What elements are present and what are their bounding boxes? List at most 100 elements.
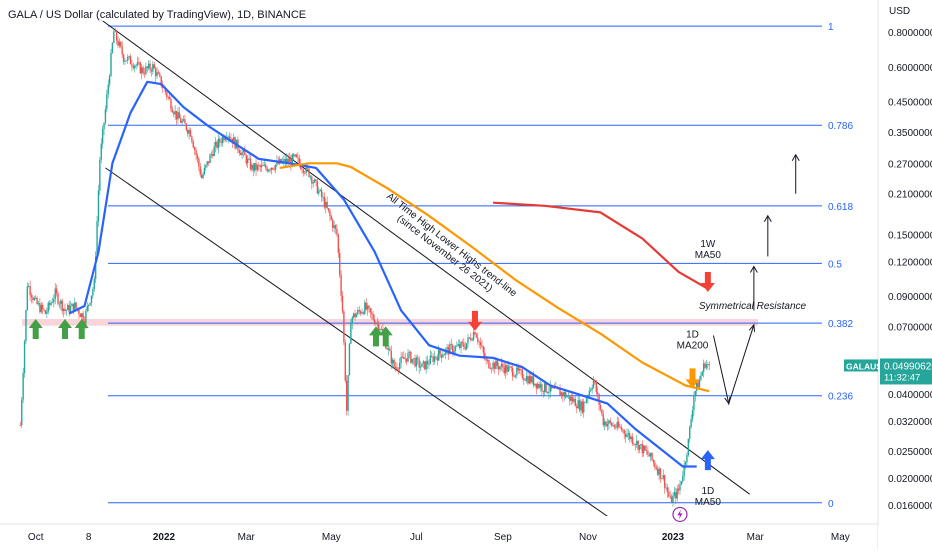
candle-body bbox=[44, 310, 47, 315]
candle-body bbox=[672, 495, 674, 503]
annotation-text: 1D bbox=[686, 329, 699, 340]
candle-body bbox=[122, 54, 125, 62]
candle-body bbox=[658, 468, 660, 475]
candle-body bbox=[599, 405, 602, 410]
y-tick-label: 0.15000000 bbox=[888, 230, 932, 241]
candle-body bbox=[103, 122, 105, 130]
candle-body bbox=[477, 337, 479, 342]
candle-body bbox=[532, 376, 535, 386]
projection-arrowhead bbox=[724, 396, 731, 405]
candle-body bbox=[53, 298, 55, 303]
candle-body bbox=[48, 302, 51, 305]
candle-body bbox=[400, 356, 402, 363]
candle-body bbox=[28, 286, 30, 287]
candle-body bbox=[538, 383, 540, 388]
candle-body bbox=[115, 30, 118, 41]
candle-body bbox=[309, 176, 312, 178]
candle-body bbox=[609, 420, 611, 423]
y-tick-label: 0.21000000 bbox=[888, 190, 932, 201]
candle-body bbox=[504, 365, 507, 374]
candle-body bbox=[380, 328, 383, 330]
candle-body bbox=[419, 366, 422, 368]
candle-body bbox=[72, 303, 75, 312]
candle-body bbox=[259, 165, 261, 168]
candle-body bbox=[507, 366, 510, 372]
candle-body bbox=[386, 348, 388, 350]
candle-body bbox=[470, 337, 472, 341]
candle-body bbox=[574, 398, 577, 407]
y-tick-label: 0.27000000 bbox=[888, 159, 932, 170]
candle-body bbox=[135, 65, 137, 67]
candle-body bbox=[630, 436, 632, 440]
candle-body bbox=[244, 150, 246, 156]
candle-body bbox=[591, 387, 593, 390]
candle-body bbox=[585, 398, 588, 403]
annotation-text: 1D bbox=[701, 486, 714, 497]
candle-body bbox=[617, 421, 620, 427]
candle-body bbox=[333, 225, 335, 228]
candle-body bbox=[110, 52, 112, 76]
candle-body bbox=[389, 348, 391, 351]
candle-body bbox=[401, 356, 404, 358]
candle-body bbox=[323, 196, 326, 208]
candle-body bbox=[514, 375, 517, 377]
candle-body bbox=[181, 120, 183, 123]
candle-body bbox=[166, 92, 168, 97]
candle-body bbox=[598, 394, 600, 406]
candle-body bbox=[493, 362, 496, 369]
y-tick-label: 0.02000000 bbox=[888, 474, 932, 485]
candle-body bbox=[81, 313, 83, 317]
candle-body bbox=[418, 359, 420, 368]
candle-body bbox=[523, 378, 525, 380]
candle-body bbox=[180, 118, 182, 123]
candle-body bbox=[65, 310, 68, 311]
candle-body bbox=[659, 468, 662, 479]
arrow-up-green bbox=[57, 319, 72, 340]
candle-body bbox=[156, 72, 158, 77]
candle-body bbox=[149, 63, 151, 70]
candle-body bbox=[491, 368, 493, 370]
candle-body bbox=[68, 304, 70, 313]
candle-body bbox=[29, 286, 31, 295]
candle-body bbox=[255, 163, 257, 170]
fib-level-label: 1 bbox=[828, 22, 834, 33]
candle-body bbox=[675, 492, 677, 499]
candle-body bbox=[266, 168, 268, 172]
candle-body bbox=[474, 331, 476, 335]
candle-body bbox=[223, 136, 225, 141]
candle-body bbox=[682, 476, 684, 482]
candle-body bbox=[517, 367, 519, 371]
candle-body bbox=[207, 161, 210, 164]
candle-body bbox=[227, 136, 229, 138]
candle-body bbox=[408, 351, 411, 353]
candle-body bbox=[107, 84, 109, 95]
candle-body bbox=[562, 392, 564, 397]
candle-body bbox=[195, 150, 197, 156]
candle-body bbox=[369, 308, 372, 313]
candle-body bbox=[464, 347, 466, 350]
candle-body bbox=[700, 375, 702, 380]
candle-body bbox=[150, 69, 153, 72]
candle-body bbox=[37, 303, 40, 305]
candle-body bbox=[330, 216, 333, 220]
candle-body bbox=[348, 343, 351, 376]
candle-body bbox=[651, 452, 653, 461]
candle-body bbox=[371, 312, 373, 315]
candle-body bbox=[500, 363, 503, 367]
candle-body bbox=[263, 164, 266, 166]
candle-body bbox=[216, 141, 218, 148]
candle-body bbox=[697, 382, 699, 388]
candle-body bbox=[696, 382, 698, 391]
target-arrowhead bbox=[763, 214, 772, 223]
plot-area[interactable] bbox=[19, 17, 822, 521]
candle-body bbox=[69, 306, 72, 313]
candle-body bbox=[199, 166, 201, 175]
candle-body bbox=[118, 41, 121, 46]
candle-body bbox=[528, 376, 531, 384]
candle-body bbox=[683, 464, 685, 477]
candle-body bbox=[82, 313, 84, 321]
axis-corner[interactable] bbox=[878, 526, 932, 550]
candle-body bbox=[567, 395, 570, 397]
candle-body bbox=[390, 350, 393, 364]
